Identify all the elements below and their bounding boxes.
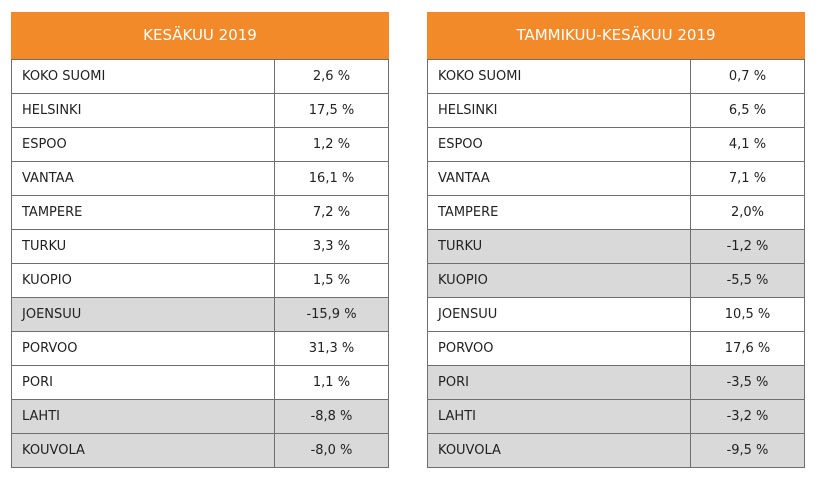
percentage-cell: -8,0 %: [310, 443, 353, 458]
city-name-cell: TURKU: [12, 230, 275, 263]
percentage-cell: 4,1 %: [728, 137, 767, 152]
city-name-cell: KOUVOLA: [428, 434, 691, 467]
percentage-cell: 7,1 %: [728, 171, 767, 186]
table-row: KOUVOLA -8,0 %: [12, 433, 388, 467]
city-name-cell: TURKU: [428, 230, 691, 263]
table-body-tammikuu-kesakuu: KOKO SUOMI 0,7 % HELSINKI 6,5 % ESPOO 4,1 % VA…: [427, 59, 805, 468]
city-name-cell: KOKO SUOMI: [12, 60, 275, 93]
city-name-cell: ESPOO: [12, 128, 275, 161]
city-name-cell: HELSINKI: [12, 94, 275, 127]
percentage-cell: -1,2 %: [726, 239, 769, 254]
city-name-cell: PORI: [428, 366, 691, 399]
table-row: HELSINKI 6,5 %: [428, 93, 804, 127]
city-name-cell: KUOPIO: [428, 264, 691, 297]
percentage-cell: -3,2 %: [726, 409, 769, 424]
city-name-cell: ESPOO: [428, 128, 691, 161]
table-tammikuu-kesakuu-2019: TAMMIKUU-KESÄKUU 2019 KOKO SUOMI 0,7 % HEL…: [427, 12, 805, 468]
percentage-cell: 1,1 %: [312, 375, 351, 390]
table-body-kesakuu: KOKO SUOMI 2,6 % HELSINKI 17,5 % ESPOO 1,2 % V…: [11, 59, 389, 468]
percentage-cell: 10,5 %: [724, 307, 771, 322]
table-row: KOKO SUOMI 2,6 %: [12, 59, 388, 93]
percentage-cell: 2,0%: [730, 205, 765, 220]
table-row: VANTAA 7,1 %: [428, 161, 804, 195]
percentage-cell: 31,3 %: [308, 341, 355, 356]
percentage-cell: 3,3 %: [312, 239, 351, 254]
city-name-cell: PORVOO: [12, 332, 275, 365]
table-row: JOENSUU -15,9 %: [12, 297, 388, 331]
city-name-cell: PORVOO: [428, 332, 691, 365]
city-name-cell: KOUVOLA: [12, 434, 275, 467]
percentage-cell: -15,9 %: [306, 307, 357, 322]
table-row: KUOPIO -5,5 %: [428, 263, 804, 297]
table-header-tammikuu-kesakuu: TAMMIKUU-KESÄKUU 2019: [427, 12, 805, 59]
city-name-cell: JOENSUU: [12, 298, 275, 331]
percentage-cell: -9,5 %: [726, 443, 769, 458]
table-row: HELSINKI 17,5 %: [12, 93, 388, 127]
percentage-cell: 1,2 %: [312, 137, 351, 152]
city-name-cell: TAMPERE: [428, 196, 691, 229]
percentage-cell: -3,5 %: [726, 375, 769, 390]
table-row: TAMPERE 2,0%: [428, 195, 804, 229]
percentage-cell: 6,5 %: [728, 103, 767, 118]
city-name-cell: TAMPERE: [12, 196, 275, 229]
city-name-cell: KUOPIO: [12, 264, 275, 297]
percentage-cell: 0,7 %: [728, 69, 767, 84]
table-row: TURKU -1,2 %: [428, 229, 804, 263]
percentage-cell: -8,8 %: [310, 409, 353, 424]
city-name-cell: VANTAA: [428, 162, 691, 195]
city-name-cell: VANTAA: [12, 162, 275, 195]
table-row: JOENSUU 10,5 %: [428, 297, 804, 331]
table-row: KUOPIO 1,5 %: [12, 263, 388, 297]
table-row: PORI -3,5 %: [428, 365, 804, 399]
table-row: TURKU 3,3 %: [12, 229, 388, 263]
table-row: ESPOO 4,1 %: [428, 127, 804, 161]
table-row: ESPOO 1,2 %: [12, 127, 388, 161]
table-row: PORI 1,1 %: [12, 365, 388, 399]
city-name-cell: LAHTI: [12, 400, 275, 433]
table-row: PORVOO 17,6 %: [428, 331, 804, 365]
percentage-cell: 16,1 %: [308, 171, 355, 186]
city-name-cell: LAHTI: [428, 400, 691, 433]
table-row: PORVOO 31,3 %: [12, 331, 388, 365]
city-name-cell: JOENSUU: [428, 298, 691, 331]
percentage-cell: 1,5 %: [312, 273, 351, 288]
percentage-cell: 2,6 %: [312, 69, 351, 84]
percentage-cell: 17,6 %: [724, 341, 771, 356]
table-row: LAHTI -3,2 %: [428, 399, 804, 433]
table-row: KOUVOLA -9,5 %: [428, 433, 804, 467]
table-row: LAHTI -8,8 %: [12, 399, 388, 433]
table-row: VANTAA 16,1 %: [12, 161, 388, 195]
table-header-kesakuu: KESÄKUU 2019: [11, 12, 389, 59]
percentage-cell: 7,2 %: [312, 205, 351, 220]
table-row: TAMPERE 7,2 %: [12, 195, 388, 229]
city-name-cell: KOKO SUOMI: [428, 60, 691, 93]
table-kesakuu-2019: KESÄKUU 2019 KOKO SUOMI 2,6 % HELSINKI 17,5…: [11, 12, 389, 468]
city-name-cell: PORI: [12, 366, 275, 399]
city-name-cell: HELSINKI: [428, 94, 691, 127]
percentage-cell: -5,5 %: [726, 273, 769, 288]
table-row: KOKO SUOMI 0,7 %: [428, 59, 804, 93]
percentage-cell: 17,5 %: [308, 103, 355, 118]
